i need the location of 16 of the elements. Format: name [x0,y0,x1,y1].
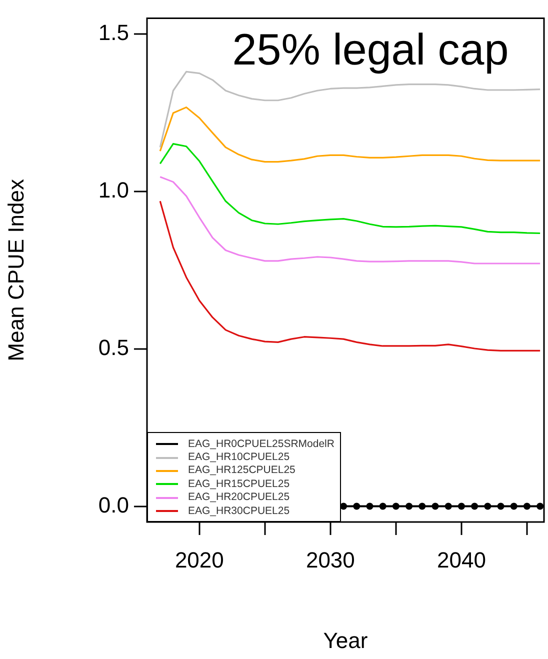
annotation: 25% legal cap [232,25,509,74]
x-tick-label: 2040 [436,547,486,572]
x-tick-label: 2030 [306,547,355,572]
y-tick-label: 0.0 [98,492,129,518]
legend-label: EAG_HR0CPUEL25SRModelR [188,438,334,451]
legend-label: EAG_HR30CPUEL25 [188,504,290,518]
y-tick-label: 1.0 [98,177,129,202]
x-tick-label: 2020 [174,547,224,572]
y-tick-label: 0.5 [98,334,129,360]
legend-label: EAG_HR20CPUEL25 [188,491,290,505]
y-axis-title: Mean CPUE Index [3,179,28,362]
x-axis-title: Year [323,628,368,653]
legend-label: EAG_HR10CPUEL25 [188,450,290,464]
y-tick-label: 1.5 [98,20,129,46]
legend-label: EAG_HR125CPUEL25 [188,464,296,478]
legend-label: EAG_HR15CPUEL25 [188,478,290,492]
